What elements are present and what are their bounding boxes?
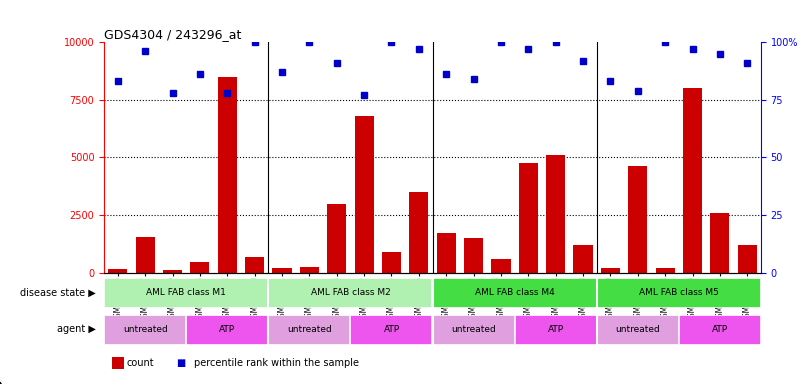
Text: agent ▶: agent ▶ — [57, 324, 96, 334]
Bar — [514, 314, 596, 344]
Bar — [519, 163, 538, 273]
Text: AML FAB class M1: AML FAB class M1 — [147, 288, 226, 297]
Bar — [382, 252, 401, 273]
Bar — [186, 314, 268, 344]
Bar — [409, 192, 429, 273]
Bar — [433, 278, 596, 308]
Text: untreated: untreated — [615, 325, 660, 334]
Bar — [738, 245, 757, 273]
Bar — [104, 314, 185, 344]
Bar — [300, 267, 319, 273]
Bar — [268, 278, 432, 308]
Text: ATP: ATP — [712, 325, 728, 334]
Bar — [104, 278, 268, 308]
Bar — [574, 245, 593, 273]
Text: count: count — [127, 358, 154, 368]
Text: AML FAB class M4: AML FAB class M4 — [475, 288, 554, 297]
Text: AML FAB class M2: AML FAB class M2 — [311, 288, 390, 297]
Bar — [597, 314, 678, 344]
Bar — [628, 166, 647, 273]
Bar — [655, 268, 674, 273]
Bar — [191, 262, 210, 273]
Bar — [108, 269, 127, 273]
Bar — [678, 314, 760, 344]
Bar — [135, 237, 155, 273]
Bar — [355, 116, 374, 273]
Bar — [163, 270, 182, 273]
Bar — [546, 155, 566, 273]
Text: disease state ▶: disease state ▶ — [20, 288, 96, 298]
Text: GDS4304 / 243296_at: GDS4304 / 243296_at — [104, 28, 242, 41]
Bar — [710, 213, 730, 273]
Bar — [437, 233, 456, 273]
Bar — [683, 88, 702, 273]
Bar — [601, 268, 620, 273]
Text: ATP: ATP — [548, 325, 564, 334]
Bar — [245, 257, 264, 273]
Bar — [491, 259, 510, 273]
Text: untreated: untreated — [123, 325, 167, 334]
Bar — [218, 77, 237, 273]
Bar — [433, 314, 513, 344]
Text: ■: ■ — [176, 358, 186, 368]
Bar — [464, 238, 483, 273]
Text: untreated: untreated — [287, 325, 332, 334]
Text: AML FAB class M5: AML FAB class M5 — [639, 288, 718, 297]
Text: ATP: ATP — [384, 325, 400, 334]
Bar — [268, 314, 349, 344]
Bar — [327, 204, 346, 273]
Text: ATP: ATP — [219, 325, 235, 334]
Bar — [272, 268, 292, 273]
Bar — [597, 278, 760, 308]
Text: untreated: untreated — [451, 325, 496, 334]
Text: percentile rank within the sample: percentile rank within the sample — [194, 358, 359, 368]
Bar — [351, 314, 432, 344]
